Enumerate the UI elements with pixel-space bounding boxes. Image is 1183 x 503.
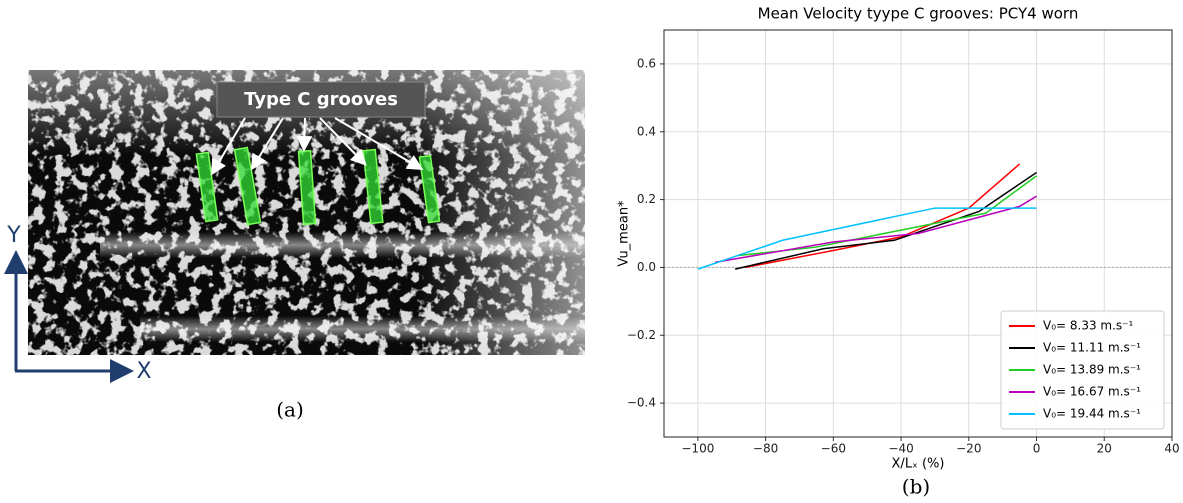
x-tick-label: 40 (1164, 442, 1179, 456)
y-tick-label: 0.6 (637, 56, 656, 70)
series-line (714, 195, 1037, 264)
axis-x-letter: X (136, 359, 151, 384)
axes-indicator: Y X (3, 223, 152, 384)
y-axis-label: Vu_mean* (617, 200, 632, 267)
caption-b: (b) (902, 475, 930, 499)
y-tick-label: −0.2 (627, 328, 656, 342)
x-tick-label: −20 (956, 442, 981, 456)
y-tick-label: −0.4 (627, 396, 656, 410)
series-line (697, 207, 1037, 270)
image-label: Type C grooves (244, 89, 398, 110)
legend-label: V₀= 13.89 m.s⁻¹ (1043, 363, 1141, 377)
legend-label: V₀= 8.33 m.s⁻¹ (1043, 319, 1134, 333)
x-tick-label: −60 (821, 442, 846, 456)
x-tick-label: −80 (753, 442, 778, 456)
x-tick-label: 20 (1097, 442, 1112, 456)
y-tick-label: 0.2 (637, 192, 656, 206)
caption-a: (a) (276, 398, 304, 422)
y-tick-label: 0.4 (637, 124, 656, 138)
axis-y-letter: Y (6, 223, 21, 248)
series-line (734, 171, 1037, 270)
legend-label: V₀= 11.11 m.s⁻¹ (1043, 341, 1141, 355)
x-axis-label: X/Lₓ (%) (892, 457, 945, 472)
chart-title: Mean Velocity tyype C grooves: PCY4 worn (758, 5, 1079, 23)
photo: Type C grooves (28, 70, 585, 355)
series-line (745, 163, 1021, 269)
legend-box (1000, 310, 1165, 430)
legend-label: V₀= 19.44 m.s⁻¹ (1043, 407, 1141, 421)
x-tick-label: −40 (888, 442, 913, 456)
chart: −100 −80 −60 −40 −20 0 20 40 −0.4 −0.2 0.0 0.2 0.4 0.… (617, 5, 1180, 499)
x-tick-label: −100 (681, 442, 714, 456)
plot-frame (663, 29, 1173, 438)
y-tick-label: 0.0 (637, 260, 656, 274)
legend-label: V₀= 16.67 m.s⁻¹ (1043, 385, 1141, 399)
x-tick-label: 0 (1033, 442, 1041, 456)
